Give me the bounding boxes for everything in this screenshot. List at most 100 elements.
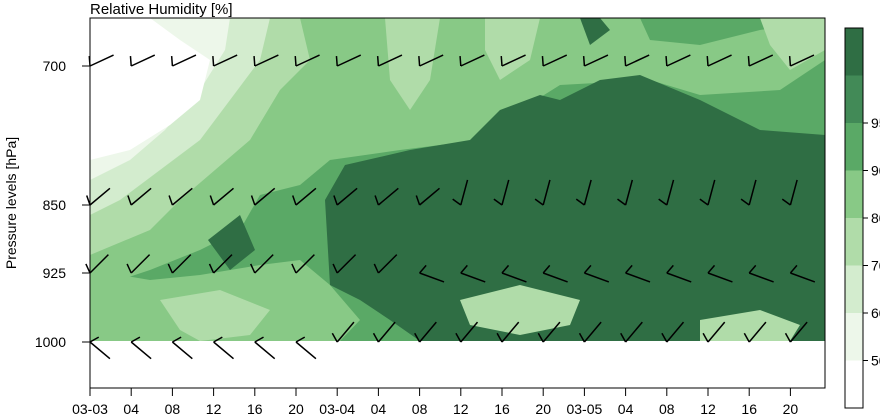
wind-barb-flag	[542, 264, 551, 274]
y-tick-label: 850	[43, 197, 67, 213]
y-tick-label: 925	[43, 265, 67, 281]
wind-barb-flag	[789, 264, 798, 274]
colorbar-tick-label: 90	[871, 163, 880, 179]
wind-barb-shaft	[172, 54, 197, 67]
colorbar-band	[845, 170, 863, 218]
wind-barb-shaft	[789, 179, 798, 206]
wind-barb-flag	[168, 195, 174, 206]
wind-barb-shaft	[171, 254, 192, 274]
colorbar-band	[845, 123, 863, 171]
plot-frame	[89, 17, 826, 389]
y-axis: 700 850 925 1000	[35, 58, 90, 350]
x-tick-label: 20	[535, 401, 551, 417]
wind-barb-shaft	[707, 54, 732, 67]
wind-barb-flag	[707, 264, 716, 274]
band-70-80-f	[460, 285, 580, 335]
wind-barb-shaft	[377, 187, 399, 206]
colorbar-tick-label: 50	[871, 353, 880, 369]
wind-barb-shaft	[419, 272, 445, 283]
wind-barb-shaft	[130, 341, 152, 360]
wind-barb-shaft	[707, 272, 733, 283]
wind-barb-shaft	[254, 54, 279, 67]
wind-barb-flag	[130, 336, 141, 343]
wind-barb-shaft	[501, 272, 527, 283]
wind-barb-flag	[740, 198, 750, 206]
x-tick-label: 20	[783, 401, 799, 417]
wind-barb-shaft	[295, 254, 315, 274]
wind-barb-shaft	[295, 187, 317, 206]
wind-barb-flag	[625, 264, 633, 274]
wind-barb-flag	[582, 55, 586, 67]
band-70-80-e	[160, 290, 270, 341]
wind-barb-flag	[250, 195, 256, 206]
wind-barb-shaft	[213, 341, 234, 360]
band-70-80-a	[385, 18, 440, 110]
wind-barb-flag	[666, 264, 674, 274]
wind-barbs	[85, 54, 816, 360]
wind-barb-flag	[537, 332, 544, 343]
wind-barb-shaft	[666, 54, 691, 67]
humidity-field	[90, 18, 825, 341]
wind-barb-flag	[254, 336, 264, 343]
x-axis: 03-03 04 08 12 16 20 03-04 04 08 12 16 20 03-05 04 08 1…	[72, 388, 798, 417]
colorbar-tick-label: 70	[871, 258, 880, 274]
wind-barb-flag	[747, 55, 750, 67]
wind-barb-flag	[127, 195, 132, 206]
wind-barb-flag	[455, 332, 462, 343]
colorbar-tick-label: 80	[871, 210, 880, 226]
wind-barb-shaft	[130, 54, 156, 67]
wind-barb-shaft	[213, 187, 234, 206]
wind-barb-flag	[250, 263, 256, 274]
wind-barb-shaft	[254, 254, 274, 274]
wind-barb-flag	[335, 55, 338, 67]
wind-barb-flag	[706, 55, 709, 67]
wind-barb-shaft	[130, 187, 152, 206]
x-tick-label: 04	[618, 401, 634, 417]
wind-barb-flag	[212, 55, 215, 67]
wind-barb-flag	[788, 55, 792, 67]
x-tick-label: 12	[700, 401, 716, 417]
wind-barb-flag	[702, 332, 709, 343]
wind-barb-flag	[376, 55, 380, 67]
wind-barb-shaft	[542, 321, 561, 343]
wind-barb-shaft	[336, 54, 362, 67]
x-tick-label: 12	[206, 401, 222, 417]
wind-barb-shaft	[501, 321, 520, 343]
colorbar-band	[845, 218, 863, 266]
wind-barb-shaft	[336, 254, 357, 274]
wind-barb-shaft	[336, 187, 358, 206]
wind-barb-shaft	[460, 321, 479, 343]
band-95-top	[580, 18, 610, 45]
wind-barb-shaft	[584, 272, 610, 283]
wind-barb-shaft	[89, 341, 111, 360]
wind-barb-flag	[748, 264, 757, 274]
wind-barb-shaft	[748, 272, 774, 283]
wind-barb-flag	[617, 198, 627, 206]
y-tick-label: 1000	[35, 334, 66, 350]
wind-barb-shaft	[419, 321, 437, 343]
wind-barb-flag	[126, 263, 132, 274]
wind-barb-shaft	[254, 187, 276, 206]
wind-barb-flag	[743, 332, 750, 343]
wind-barb-shaft	[666, 179, 675, 206]
wind-barb-shaft	[790, 272, 816, 283]
wind-barb-flag	[459, 55, 462, 67]
wind-barb-flag	[493, 198, 503, 206]
wind-barb-flag	[170, 55, 174, 67]
wind-barb-flag	[460, 264, 468, 274]
y-axis-label: Pressure levels [hPa]	[3, 137, 19, 269]
x-tick-label: 08	[165, 401, 181, 417]
wind-barb-flag	[500, 55, 503, 67]
wind-barb-shaft	[419, 187, 440, 206]
wind-barb-flag	[129, 55, 132, 67]
wind-barb-shaft	[666, 321, 685, 343]
wind-barb-flag	[781, 198, 791, 206]
wind-barb-shaft	[748, 54, 774, 67]
colorbar-band	[845, 360, 863, 408]
chart-title: Relative Humidity [%]	[90, 1, 233, 18]
wind-barb-shaft	[790, 54, 815, 67]
wind-barb-flag	[452, 198, 462, 206]
wind-barb-shaft	[295, 341, 317, 360]
wind-barb-shaft	[89, 54, 114, 67]
